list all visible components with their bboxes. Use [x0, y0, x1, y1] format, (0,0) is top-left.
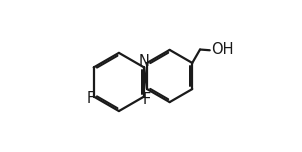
Text: OH: OH — [211, 42, 233, 57]
Text: F: F — [143, 92, 151, 107]
Text: F: F — [86, 91, 95, 106]
Text: N: N — [139, 54, 150, 69]
